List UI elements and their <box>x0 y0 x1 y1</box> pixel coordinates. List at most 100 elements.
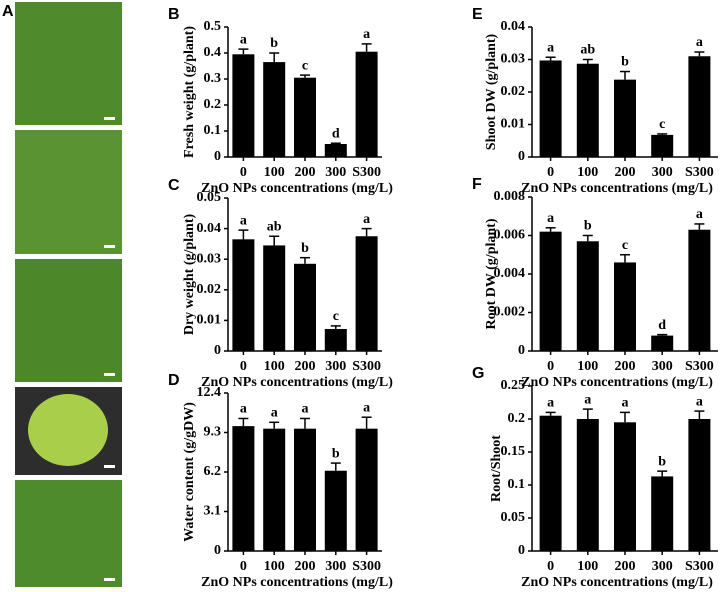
x-tick-label: S300 <box>685 165 714 180</box>
x-tick-label: 0 <box>240 559 247 574</box>
bar <box>294 428 316 551</box>
panel-label: D <box>168 372 180 389</box>
bar <box>576 419 599 551</box>
bar <box>614 262 636 351</box>
x-tick-label: 300 <box>652 559 673 574</box>
significance-label: a <box>240 402 247 417</box>
significance-label: d <box>658 318 666 333</box>
significance-label: a <box>696 394 703 409</box>
x-tick-label: S300 <box>685 559 714 574</box>
y-tick-label: 0 <box>518 343 525 358</box>
significance-label: b <box>270 36 278 51</box>
x-tick-label: 300 <box>652 165 673 180</box>
y-tick-label: 0 <box>214 543 221 558</box>
bar <box>232 239 255 351</box>
significance-label: d <box>332 126 340 141</box>
x-tick-label: 100 <box>264 359 285 374</box>
bar <box>294 263 316 351</box>
bar <box>355 428 378 551</box>
x-tick-label: 200 <box>615 165 636 180</box>
y-tick-label: 3.1 <box>204 504 222 519</box>
y-tick-label: 0.2 <box>204 97 222 112</box>
bar <box>539 60 562 157</box>
bar <box>651 476 674 551</box>
x-axis-label: ZnO NPs concentrations (mg/L) <box>201 375 393 390</box>
x-tick-label: 100 <box>577 165 598 180</box>
bar <box>576 241 599 351</box>
y-tick-label: 0 <box>518 543 525 558</box>
x-axis-label: ZnO NPs concentrations (mg/L) <box>201 181 393 196</box>
y-tick-label: 0.02 <box>501 84 526 99</box>
y-tick-label: 6.2 <box>204 464 222 479</box>
x-tick-label: S300 <box>352 165 381 180</box>
y-tick-label: 12.4 <box>197 385 222 400</box>
bar <box>263 428 286 551</box>
y-tick-label: 0.04 <box>501 19 526 34</box>
significance-label: c <box>622 238 628 253</box>
significance-label: a <box>363 400 370 415</box>
significance-label: c <box>302 58 308 73</box>
bar <box>688 229 711 351</box>
significance-label: a <box>622 396 629 411</box>
significance-label: ab <box>580 43 595 58</box>
significance-label: a <box>302 402 309 417</box>
y-tick-label: 0.006 <box>494 228 526 243</box>
bar <box>651 134 674 157</box>
y-tick-label: 0.5 <box>204 19 222 34</box>
y-tick-label: 0.002 <box>494 305 526 320</box>
panel-label: C <box>168 177 180 194</box>
y-tick-label: 0.02 <box>197 282 222 297</box>
x-tick-label: 100 <box>577 559 598 574</box>
bar <box>355 51 378 158</box>
y-axis-label: Root/Shoot <box>489 435 504 502</box>
y-tick-label: 0.01 <box>501 117 526 132</box>
x-tick-label: S300 <box>352 559 381 574</box>
bar <box>614 422 636 551</box>
bar <box>539 415 562 551</box>
y-tick-label: 9.3 <box>204 425 222 440</box>
y-axis-label: Root DW (g/plant) <box>484 218 499 329</box>
significance-label: b <box>301 241 309 256</box>
significance-label: a <box>363 212 370 227</box>
x-tick-label: 300 <box>325 359 346 374</box>
y-tick-label: 0.3 <box>204 71 222 86</box>
bar <box>263 245 286 351</box>
significance-label: a <box>271 406 278 421</box>
x-axis-label: ZnO NPs concentrations (mg/L) <box>521 375 713 390</box>
bar <box>688 56 711 157</box>
significance-label: a <box>547 396 554 411</box>
bar <box>324 144 347 157</box>
significance-label: a <box>363 27 370 42</box>
x-tick-label: 300 <box>325 165 346 180</box>
x-tick-label: 200 <box>615 359 636 374</box>
x-axis-label: ZnO NPs concentrations (mg/L) <box>201 575 393 590</box>
bar <box>232 54 255 157</box>
x-tick-label: S300 <box>685 359 714 374</box>
bar <box>294 77 316 157</box>
panel-label: A <box>2 3 14 20</box>
plant-photo <box>15 2 122 125</box>
panel-label: B <box>168 6 180 23</box>
y-axis-label: Fresh weight (g/plant) <box>182 26 197 158</box>
x-tick-label: 0 <box>547 559 554 574</box>
significance-label: b <box>658 454 666 469</box>
significance-label: a <box>696 35 703 50</box>
y-tick-label: 0.05 <box>501 510 526 525</box>
y-tick-label: 0.03 <box>197 251 222 266</box>
y-tick-label: 0.05 <box>197 190 222 205</box>
significance-label: a <box>547 40 554 55</box>
bar <box>324 328 347 351</box>
plant-photo <box>15 130 122 254</box>
y-tick-label: 0.15 <box>501 444 526 459</box>
significance-label: b <box>332 446 340 461</box>
y-tick-label: 0.03 <box>501 52 526 67</box>
y-tick-label: 0.25 <box>501 378 526 393</box>
y-tick-label: 0.008 <box>494 189 526 204</box>
bar <box>614 79 636 157</box>
x-tick-label: 100 <box>264 559 285 574</box>
x-tick-label: 200 <box>615 559 636 574</box>
bar <box>232 426 255 551</box>
x-tick-label: 200 <box>295 359 316 374</box>
y-tick-label: 0.4 <box>204 45 222 60</box>
